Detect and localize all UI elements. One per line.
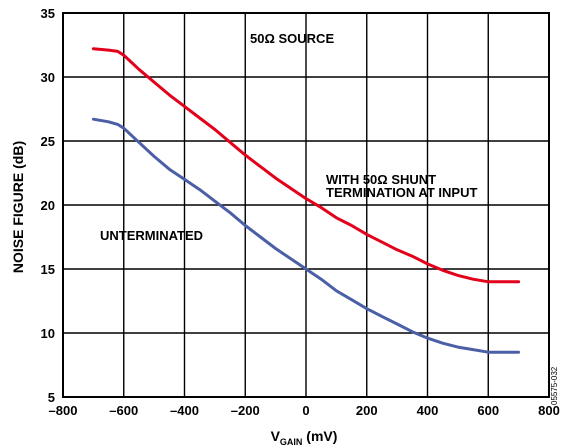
x-axis-title-unit: (mV)	[302, 428, 337, 444]
annotation-shunt-line2: TERMINATION AT INPUT	[326, 185, 477, 200]
y-tick-label: 30	[41, 70, 55, 85]
grid	[63, 13, 549, 397]
x-tick-label: –200	[231, 403, 260, 418]
x-tick-label: 800	[538, 403, 560, 418]
x-axis-title: VGAIN (mV)	[271, 428, 338, 447]
x-tick-label: 200	[356, 403, 378, 418]
y-tick-label: 5	[48, 390, 55, 405]
series-line-2	[91, 117, 521, 354]
x-tick-label: –800	[49, 403, 78, 418]
x-axis-title-main: V	[271, 428, 281, 444]
x-tick-labels: –800 –600 –400 –200 0 200 400 600 800	[49, 403, 560, 418]
y-tick-label: 10	[41, 326, 55, 341]
figure-id: 05575-032	[550, 366, 559, 405]
x-tick-label: –600	[109, 403, 138, 418]
y-tick-label: 25	[41, 134, 55, 149]
y-tick-label: 20	[41, 198, 55, 213]
x-tick-label: –400	[170, 403, 199, 418]
x-tick-label: 600	[477, 403, 499, 418]
annotation-unterminated: UNTERMINATED	[100, 228, 203, 243]
y-tick-labels: 5 10 15 20 25 30 35	[41, 6, 55, 405]
x-tick-label: 400	[417, 403, 439, 418]
x-axis-title-subscript: GAIN	[280, 437, 303, 447]
y-tick-label: 35	[41, 6, 55, 21]
y-tick-label: 15	[41, 262, 55, 277]
y-axis-title: NOISE FIGURE (dB)	[10, 141, 26, 273]
series-line-1	[91, 47, 521, 284]
annotation-50ohm-source: 50Ω SOURCE	[250, 31, 334, 46]
series-lines	[91, 47, 521, 354]
x-tick-label: 0	[302, 403, 309, 418]
annotation-shunt-line1: WITH 50Ω SHUNT	[326, 172, 436, 187]
plot-frame	[62, 12, 550, 398]
